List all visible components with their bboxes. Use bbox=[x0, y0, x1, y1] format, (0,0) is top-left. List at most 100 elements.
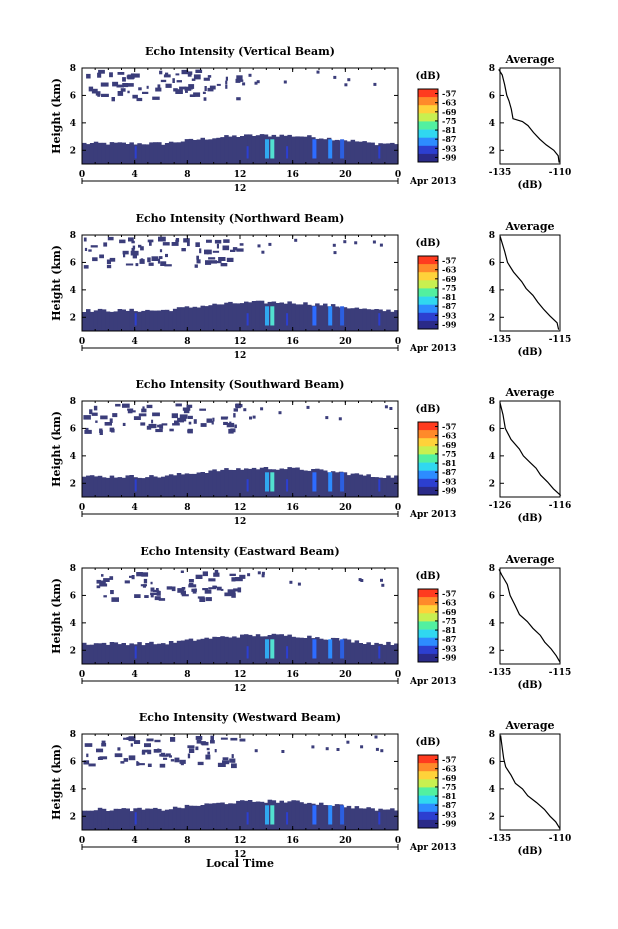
echo-column bbox=[259, 801, 265, 830]
noon-label: 12 bbox=[234, 517, 247, 527]
echo-speck bbox=[146, 404, 153, 409]
echo-column bbox=[275, 136, 281, 164]
echo-speck bbox=[358, 578, 362, 582]
echo-speck bbox=[123, 737, 131, 740]
average-x-tick-label: -135 bbox=[489, 834, 512, 844]
echo-column bbox=[366, 474, 371, 497]
echo-speck bbox=[187, 428, 193, 434]
echo-column bbox=[374, 309, 379, 331]
echo-speck bbox=[130, 250, 139, 256]
echo-speck bbox=[144, 743, 151, 748]
echo-streak bbox=[312, 472, 317, 492]
echo-column bbox=[192, 805, 198, 830]
panel-title: Echo Intensity (Westward Beam) bbox=[139, 711, 341, 724]
echo-column bbox=[208, 305, 213, 331]
echo-column bbox=[299, 802, 304, 830]
echo-column bbox=[109, 142, 115, 164]
x-tick-label: 12 bbox=[234, 503, 247, 513]
echo-speck bbox=[187, 71, 193, 75]
colorbar-tick-label: -99 bbox=[442, 152, 457, 162]
x-tick-label: 0 bbox=[395, 503, 401, 513]
x-tick-label: 20 bbox=[339, 503, 352, 513]
colorbar-tick-label: -57 bbox=[442, 422, 456, 432]
echo-speck bbox=[131, 247, 135, 252]
echo-speck bbox=[199, 248, 202, 254]
echo-column bbox=[315, 303, 320, 331]
echo-speck bbox=[142, 406, 145, 412]
echo-speck bbox=[122, 403, 130, 408]
colorbar-swatch bbox=[418, 422, 438, 431]
echo-column bbox=[117, 309, 123, 331]
echo-speck bbox=[150, 592, 159, 596]
echo-column bbox=[366, 309, 371, 331]
echo-column bbox=[117, 808, 123, 830]
echo-speck bbox=[195, 574, 203, 579]
echo-speck bbox=[212, 585, 216, 589]
echo-column bbox=[374, 810, 379, 830]
echo-column bbox=[307, 304, 312, 331]
echo-speck bbox=[187, 753, 191, 759]
echo-speck bbox=[199, 408, 206, 411]
echo-speck bbox=[159, 763, 166, 768]
noon-label: 12 bbox=[234, 184, 247, 194]
echo-column bbox=[390, 311, 395, 331]
echo-column bbox=[101, 477, 107, 497]
colorbar-frame bbox=[417, 754, 439, 829]
echo-column bbox=[350, 308, 356, 331]
echo-column bbox=[216, 637, 221, 664]
colorbar-tick-label: -81 bbox=[442, 791, 456, 801]
echo-speck bbox=[103, 595, 107, 598]
noon-label: 12 bbox=[234, 684, 247, 694]
echo-speck bbox=[197, 761, 204, 766]
echo-column bbox=[382, 809, 387, 830]
echo-speck bbox=[175, 239, 179, 244]
average-y-tick-label: 8 bbox=[489, 231, 495, 241]
noon-label: 12 bbox=[234, 850, 247, 860]
colorbar-tick-label: -69 bbox=[442, 440, 457, 450]
echo-speck bbox=[375, 747, 379, 751]
echo-speck bbox=[181, 248, 186, 252]
echo-speck bbox=[109, 576, 114, 580]
echo-speck bbox=[158, 256, 163, 259]
echo-column bbox=[255, 469, 261, 497]
colorbar-tick-label: -69 bbox=[442, 607, 457, 617]
colorbar-swatch bbox=[418, 288, 438, 297]
echo-column bbox=[386, 809, 391, 830]
echo-column bbox=[330, 805, 336, 830]
echo-speck bbox=[188, 421, 192, 425]
colorbar-swatch bbox=[418, 264, 438, 273]
echo-column bbox=[362, 475, 367, 497]
echo-column bbox=[161, 309, 166, 331]
echo-column bbox=[180, 141, 186, 164]
echo-column bbox=[390, 645, 395, 664]
echo-column bbox=[200, 305, 205, 331]
echo-column bbox=[295, 304, 300, 331]
echo-column bbox=[374, 477, 379, 497]
echo-column bbox=[220, 636, 225, 664]
average-x-tick-label: -115 bbox=[549, 668, 572, 678]
echo-speck bbox=[99, 254, 104, 259]
echo-speck bbox=[134, 594, 141, 598]
echo-column bbox=[176, 307, 182, 331]
echo-speck bbox=[222, 760, 230, 765]
echo-speck bbox=[157, 748, 160, 753]
echo-speck bbox=[172, 78, 175, 83]
y-tick-label: 2 bbox=[70, 313, 76, 323]
echo-column bbox=[97, 308, 103, 331]
colorbar-swatch bbox=[418, 113, 438, 122]
echo-column bbox=[176, 142, 182, 164]
average-profile-line bbox=[499, 402, 562, 497]
echo-speck bbox=[236, 248, 244, 252]
echo-speck bbox=[231, 754, 234, 759]
average-y-tick-label: 6 bbox=[489, 258, 495, 268]
echo-column bbox=[394, 310, 399, 331]
average-y-tick-label: 6 bbox=[489, 424, 495, 434]
x-tick-label: 12 bbox=[234, 337, 247, 347]
echo-speck bbox=[193, 74, 201, 80]
colorbar-tick-label: -75 bbox=[442, 283, 456, 293]
echo-column bbox=[240, 303, 245, 331]
echo-speck bbox=[381, 583, 385, 587]
echo-column bbox=[137, 311, 142, 331]
y-tick-label: 2 bbox=[70, 812, 76, 822]
echo-column bbox=[157, 477, 162, 497]
